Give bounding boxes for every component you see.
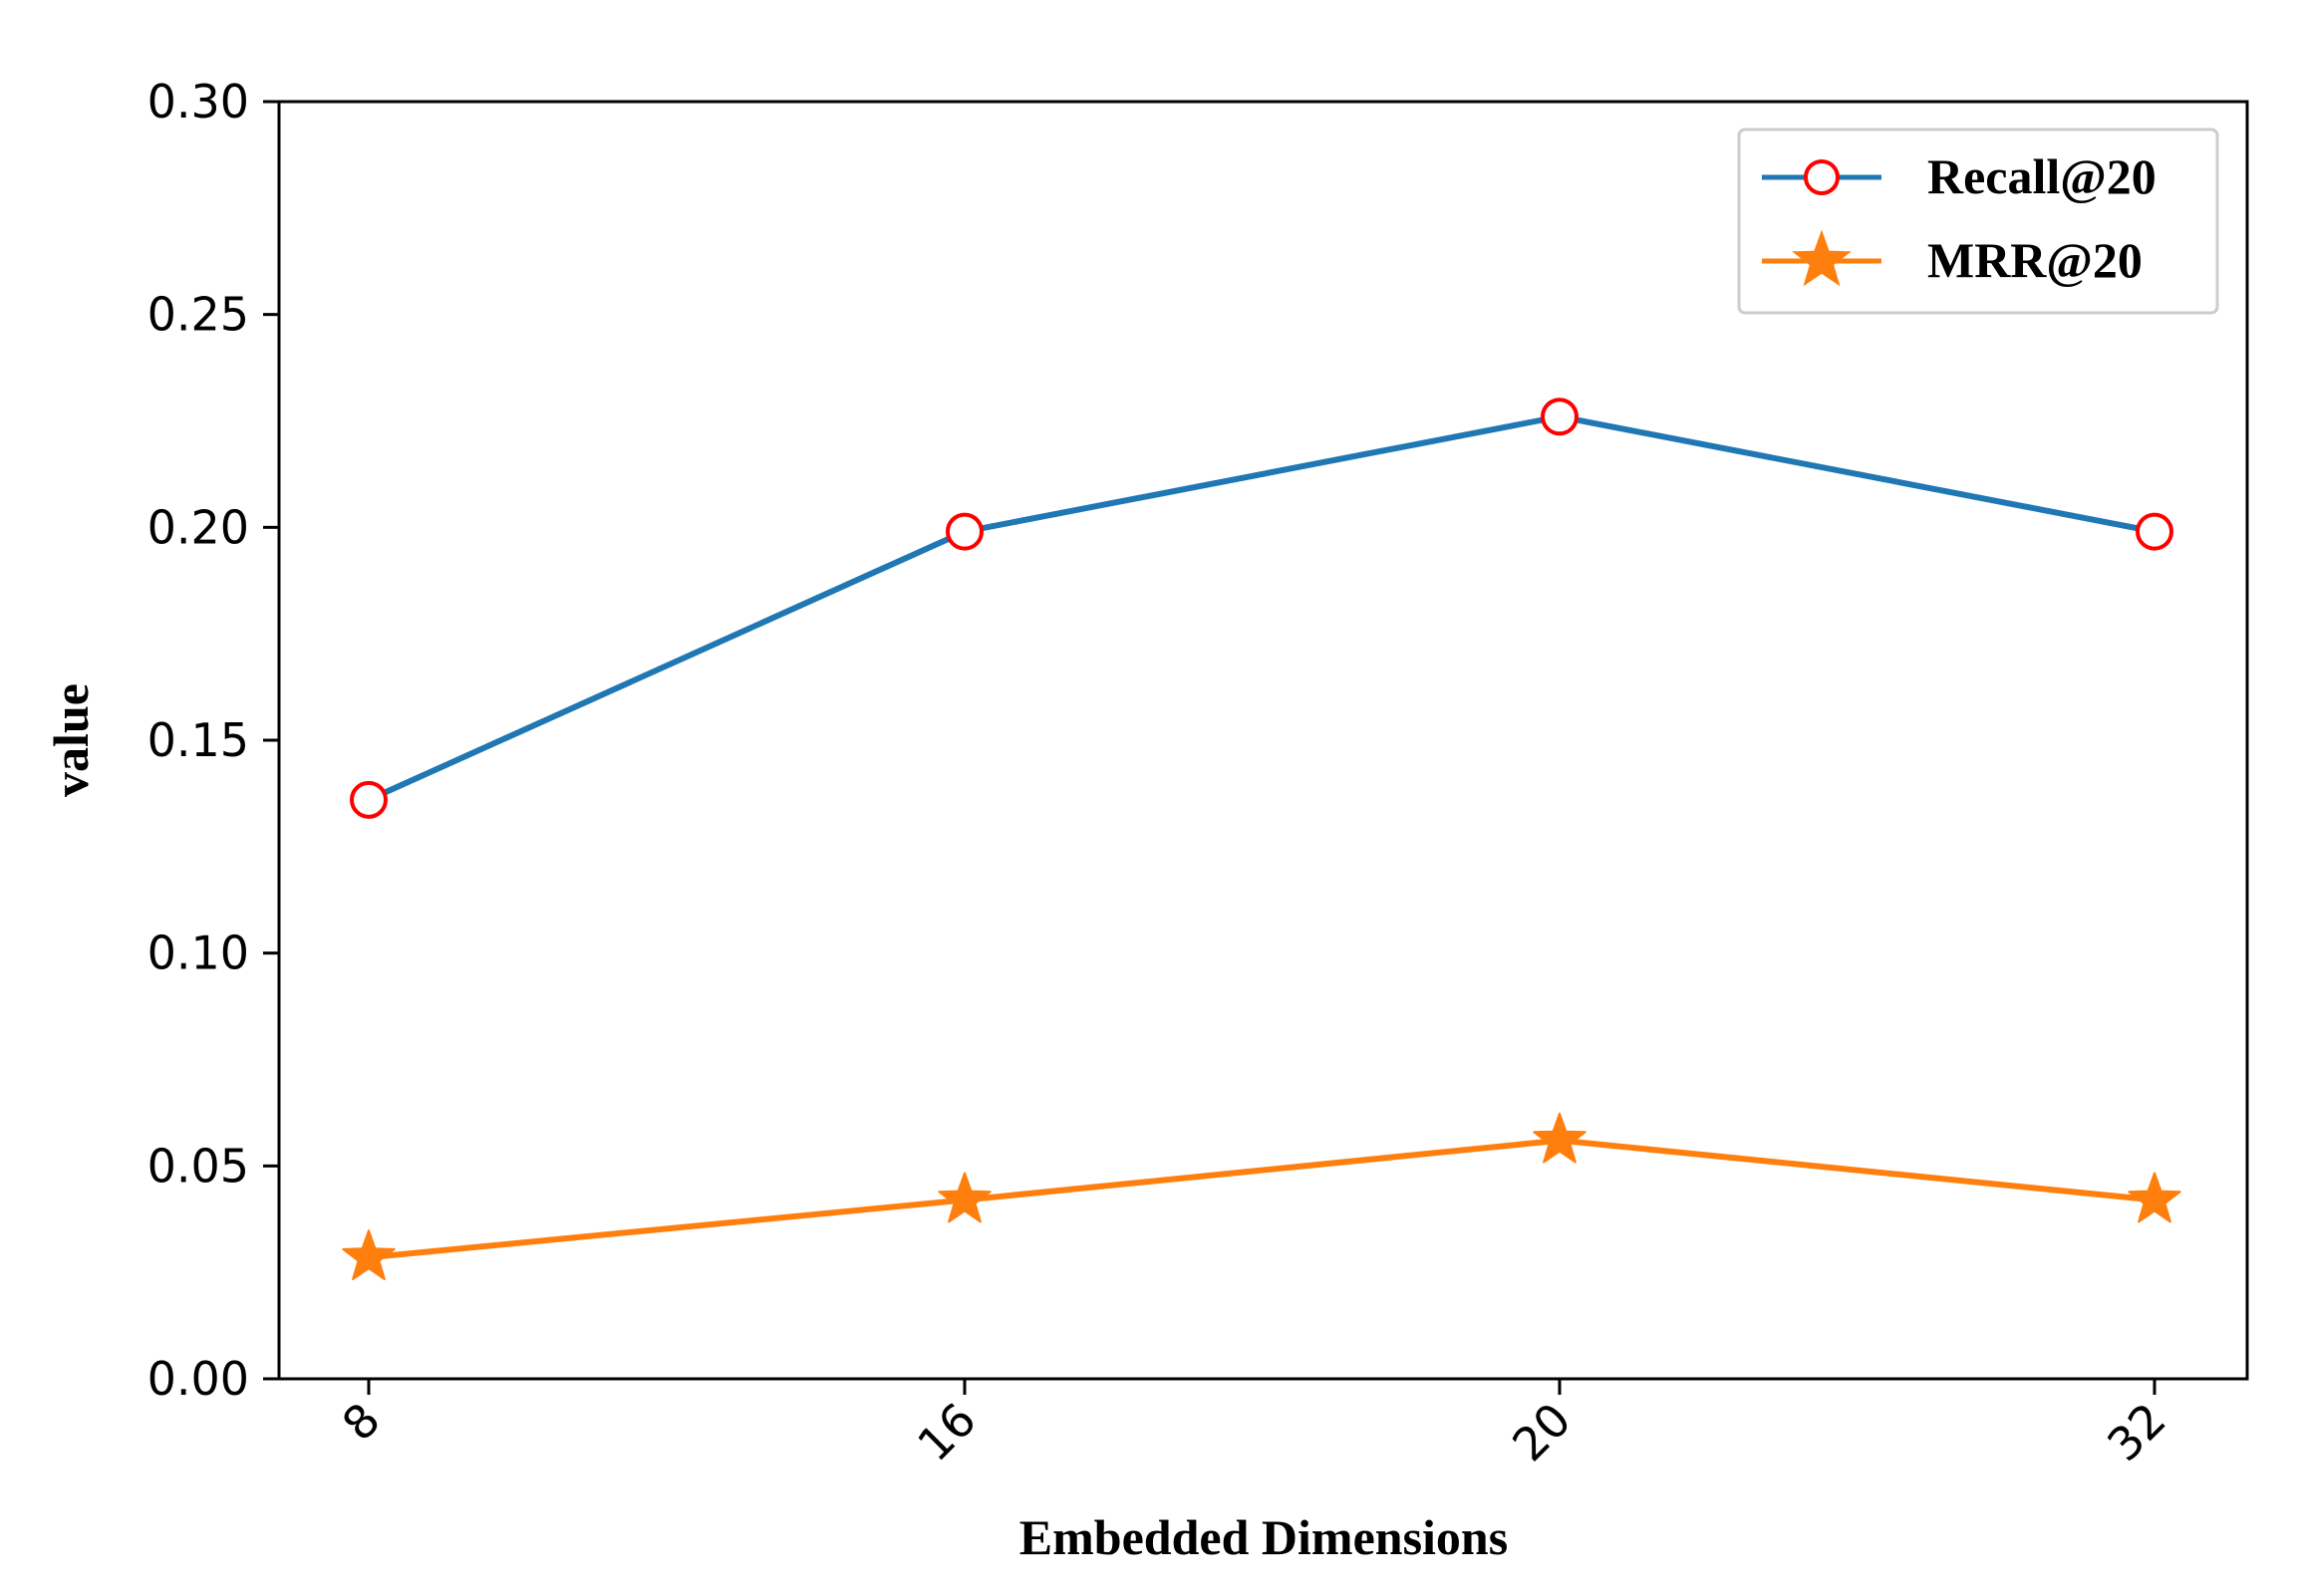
- data-point-mrr: [342, 1229, 396, 1281]
- y-axis-title: value: [43, 683, 99, 797]
- legend-label-mrr: MRR@20: [1927, 232, 2143, 288]
- y-tick-label: 0.20: [147, 500, 249, 554]
- plot-frame: [277, 100, 2249, 1381]
- y-tick-label: 0.30: [147, 75, 249, 129]
- data-point-mrr: [2128, 1172, 2181, 1223]
- legend: Recall@20 MRR@20: [1737, 128, 2219, 315]
- y-tick-label: 0.15: [147, 713, 249, 767]
- y-tick-label: 0.05: [147, 1139, 249, 1193]
- legend-marker-mrr: [1792, 229, 1852, 287]
- data-point-recall: [1541, 398, 1579, 436]
- y-axis-ticks: 0.00 0.05 0.10 0.15 0.20 0.25 0.30: [147, 75, 279, 1406]
- y-tick-label: 0.00: [147, 1352, 249, 1406]
- data-point-recall: [2136, 512, 2173, 551]
- data-point-mrr: [938, 1172, 992, 1223]
- x-axis-title: Embedded Dimensions: [1019, 1509, 1508, 1565]
- data-point-recall: [350, 780, 388, 819]
- data-point-mrr: [1533, 1112, 1586, 1164]
- y-tick-label: 0.10: [147, 927, 249, 980]
- legend-marker-recall: [1804, 159, 1840, 195]
- y-tick-label: 0.25: [147, 288, 249, 342]
- series-line-mrr: [368, 1137, 2156, 1261]
- legend-label-recall: Recall@20: [1927, 148, 2157, 204]
- series-layer: [342, 398, 2181, 1281]
- data-point-recall: [946, 512, 984, 551]
- series-line-recall: [367, 413, 2156, 803]
